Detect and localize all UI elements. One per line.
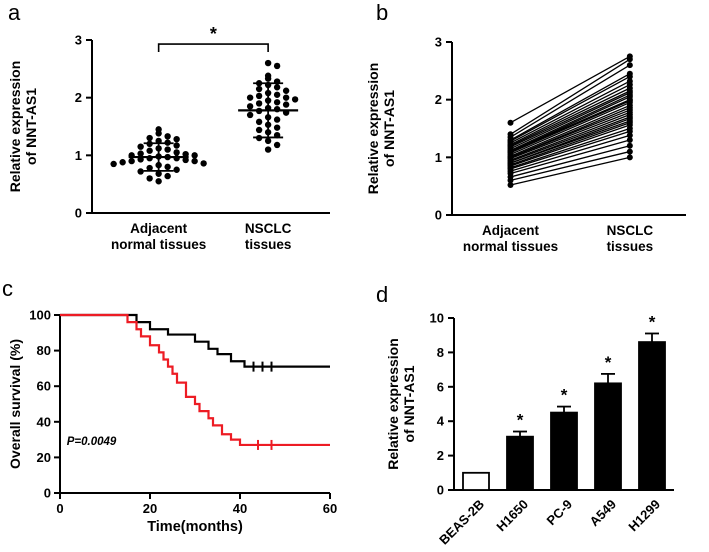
svg-text:80: 80 <box>37 343 51 358</box>
y-axis-title-c: Overall survival (%) <box>7 339 23 469</box>
svg-text:6: 6 <box>437 379 444 394</box>
svg-text:4: 4 <box>437 414 445 429</box>
axes-a <box>86 39 330 214</box>
panel-label-d: d <box>376 282 389 307</box>
significance-stars-d: * * * * <box>517 312 656 429</box>
svg-text:normal tissues: normal tissues <box>463 239 558 254</box>
survival-chart-c: 0 20 40 60 80 100 0 20 40 60 Time(months) Overall s… <box>7 308 337 536</box>
y-tick-labels-a: 0 1 2 3 <box>75 33 82 221</box>
svg-text:0: 0 <box>437 483 444 498</box>
panel-d: 0 2 4 6 8 10 Relative expression of NNT-AS1 * * * *… <box>354 276 709 552</box>
svg-text:Relative expression: Relative expression <box>385 338 401 470</box>
svg-text:3: 3 <box>75 33 82 48</box>
axes-c <box>54 314 331 499</box>
svg-text:60: 60 <box>323 501 337 516</box>
panel-label-b: b <box>376 0 389 25</box>
svg-text:NSCLC: NSCLC <box>245 221 292 236</box>
svg-text:A549: A549 <box>587 497 620 530</box>
svg-text:20: 20 <box>143 501 157 516</box>
panel-c: 0 20 40 60 80 100 0 20 40 60 Time(months) Overall s… <box>0 276 354 552</box>
svg-text:*: * <box>649 312 656 331</box>
axes-b <box>446 41 686 216</box>
svg-text:0: 0 <box>435 208 442 223</box>
x-axis-title-c: Time(months) <box>147 519 243 535</box>
svg-text:60: 60 <box>37 379 51 394</box>
svg-text:NSCLC: NSCLC <box>607 223 654 238</box>
bars-d <box>462 341 666 491</box>
pvalue-annotation: P=0.0049 <box>67 436 117 448</box>
errorbars-d <box>513 332 659 437</box>
mean-sd-errorbar-a-1 <box>238 82 299 139</box>
svg-text:*: * <box>517 411 524 430</box>
svg-text:2: 2 <box>75 90 82 105</box>
svg-text:of NNT-AS1: of NNT-AS1 <box>401 365 417 442</box>
svg-text:2: 2 <box>435 92 442 107</box>
y-axis-title-b: Relative expression of NNT-AS1 <box>365 63 397 195</box>
svg-text:Time(months): Time(months) <box>147 519 243 535</box>
panel-label-a: a <box>8 0 21 25</box>
svg-text:100: 100 <box>29 308 51 323</box>
svg-text:normal tissues: normal tissues <box>111 237 206 252</box>
x-category-labels-d: BEAS-2B H1650 PC-9 A549 H1299 <box>436 497 663 548</box>
svg-text:H1299: H1299 <box>625 497 663 535</box>
svg-text:40: 40 <box>37 414 51 429</box>
svg-text:of NNT-AS1: of NNT-AS1 <box>23 88 39 165</box>
svg-text:20: 20 <box>37 450 51 465</box>
km-censor-ticks-red <box>257 439 273 450</box>
svg-text:BEAS-2B: BEAS-2B <box>436 497 487 548</box>
svg-text:tissues: tissues <box>245 237 292 252</box>
y-axis-title-d: Relative expression of NNT-AS1 <box>385 338 417 470</box>
svg-text:Relative expression: Relative expression <box>365 63 381 195</box>
svg-text:0: 0 <box>75 206 82 221</box>
svg-text:40: 40 <box>233 501 247 516</box>
km-curve-red <box>60 313 330 447</box>
svg-text:H1650: H1650 <box>493 497 531 535</box>
svg-text:1: 1 <box>75 148 82 163</box>
svg-text:1: 1 <box>435 150 442 165</box>
km-curve-black <box>60 313 330 368</box>
svg-text:10: 10 <box>430 311 444 326</box>
paired-lines-b <box>510 55 631 186</box>
svg-text:2: 2 <box>437 448 444 463</box>
svg-text:Overall survival (%): Overall survival (%) <box>7 339 23 469</box>
x-tick-labels-c: 0 20 40 60 <box>56 501 337 516</box>
svg-text:Relative expression: Relative expression <box>7 61 23 193</box>
y-tick-labels-d: 0 2 4 6 8 10 <box>430 311 445 498</box>
svg-text:*: * <box>605 353 612 372</box>
scatter-points-a <box>110 59 299 185</box>
svg-text:*: * <box>561 386 568 405</box>
svg-text:*: * <box>210 24 217 44</box>
svg-text:Adjacent: Adjacent <box>482 223 540 238</box>
paired-points-b <box>507 53 633 189</box>
y-tick-labels-b: 0 1 2 3 <box>435 35 442 223</box>
svg-text:8: 8 <box>437 345 444 360</box>
scatter-chart-a: 0 1 2 3 Relative expression of NNT-AS1 Adjacen… <box>7 24 330 252</box>
panel-b: 0 1 2 3 Relative expression of NNT-AS1 Adjacen… <box>354 0 709 276</box>
svg-text:0: 0 <box>44 486 51 501</box>
panel-a: 0 1 2 3 Relative expression of NNT-AS1 Adjacen… <box>0 0 354 276</box>
y-axis-title-a: Relative expression of NNT-AS1 <box>7 61 39 193</box>
mean-sd-errorbar-a-0 <box>128 142 189 172</box>
paired-lines-chart-b: 0 1 2 3 Relative expression of NNT-AS1 Adjacen… <box>365 35 686 254</box>
panel-label-c: c <box>2 276 13 301</box>
svg-text:0: 0 <box>56 501 63 516</box>
svg-text:PC-9: PC-9 <box>544 497 576 529</box>
km-censor-ticks-black <box>252 361 273 372</box>
svg-text:3: 3 <box>435 35 442 50</box>
svg-text:tissues: tissues <box>607 239 654 254</box>
svg-text:of NNT-AS1: of NNT-AS1 <box>381 90 397 167</box>
significance-bracket-a: * <box>157 24 269 53</box>
y-tick-labels-c: 0 20 40 60 80 100 <box>29 308 51 501</box>
svg-text:Adjacent: Adjacent <box>130 221 188 236</box>
